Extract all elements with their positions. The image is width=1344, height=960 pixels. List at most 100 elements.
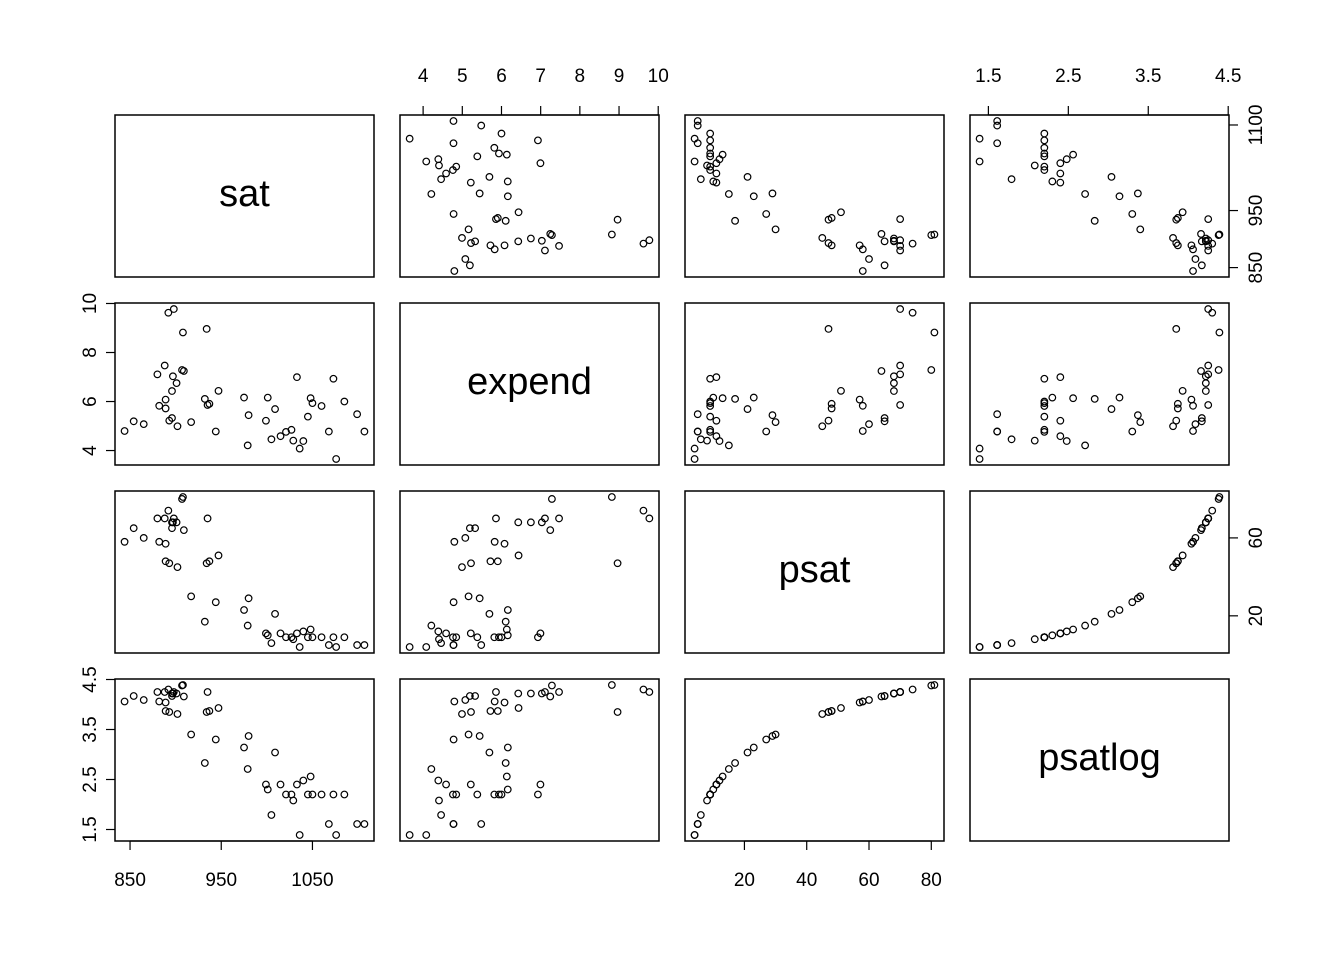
point [712, 416, 721, 425]
x-tick-label: 80 [921, 870, 942, 891]
point [332, 831, 341, 839]
point [503, 785, 512, 794]
point [896, 305, 905, 313]
point [536, 780, 545, 789]
point [464, 592, 473, 601]
point [461, 255, 470, 263]
point [1172, 239, 1181, 247]
point [306, 772, 315, 781]
point [172, 689, 181, 698]
point [546, 526, 555, 535]
point [908, 239, 917, 248]
point [877, 367, 886, 375]
point [1173, 399, 1182, 408]
point [490, 245, 499, 254]
point [1040, 152, 1049, 161]
point [696, 175, 705, 184]
point [276, 780, 285, 789]
point [492, 514, 500, 523]
point [503, 606, 512, 614]
point [930, 681, 939, 689]
point [1133, 189, 1142, 198]
point [1191, 255, 1200, 263]
point [1208, 239, 1217, 248]
point [501, 617, 510, 626]
point [295, 643, 304, 651]
x-tick-label: 7 [535, 66, 546, 87]
point [1204, 370, 1213, 379]
point [1189, 427, 1197, 435]
point [1107, 172, 1116, 181]
point [473, 633, 482, 642]
point [434, 155, 443, 164]
point [993, 641, 1002, 649]
point [1007, 175, 1016, 184]
point [546, 230, 555, 238]
point [1197, 417, 1206, 426]
point [1048, 393, 1057, 402]
point [541, 688, 549, 696]
point [486, 557, 495, 566]
point [1090, 216, 1099, 225]
point [317, 790, 326, 799]
point [178, 366, 186, 374]
point [706, 136, 715, 145]
y-tick-label: 4.5 [80, 666, 101, 692]
point [877, 230, 886, 238]
point [271, 748, 279, 757]
point [179, 692, 188, 701]
point [129, 524, 138, 533]
point [706, 374, 715, 383]
point [1128, 427, 1137, 436]
x-tick-label: 40 [796, 870, 817, 891]
point [442, 169, 450, 178]
y-tick-label: 60 [1246, 527, 1267, 548]
point [514, 208, 523, 217]
point [975, 134, 984, 143]
point [161, 707, 170, 715]
point [712, 169, 721, 178]
point [555, 514, 563, 523]
point [495, 149, 503, 158]
point [329, 790, 338, 799]
point [437, 811, 446, 819]
point [993, 427, 1002, 436]
point [1090, 617, 1099, 626]
point [306, 625, 315, 634]
point [749, 192, 758, 201]
point [214, 551, 223, 560]
point [768, 189, 777, 198]
point [1115, 393, 1124, 402]
x-tick-label: 8 [575, 66, 586, 87]
point [471, 237, 480, 246]
point [706, 412, 715, 421]
point [340, 397, 349, 406]
point [693, 820, 702, 828]
point [293, 373, 301, 382]
point [1007, 435, 1016, 444]
x-tick-label: 5 [457, 66, 468, 87]
point [299, 627, 308, 636]
point [1030, 161, 1039, 170]
point [1128, 210, 1137, 218]
point [930, 230, 939, 239]
point [461, 696, 470, 704]
point [731, 759, 739, 767]
point [452, 790, 461, 799]
point [179, 526, 188, 535]
point [449, 139, 458, 148]
panel [399, 678, 660, 842]
point [475, 594, 484, 603]
point [205, 399, 214, 408]
point [607, 681, 616, 689]
point [449, 641, 458, 649]
point [1040, 399, 1049, 408]
point [317, 402, 326, 410]
panel [684, 114, 945, 278]
variable-label: expend [467, 361, 592, 403]
point [1187, 395, 1196, 404]
point [514, 689, 523, 698]
point [262, 416, 270, 425]
point [450, 697, 459, 706]
point [1136, 592, 1145, 601]
